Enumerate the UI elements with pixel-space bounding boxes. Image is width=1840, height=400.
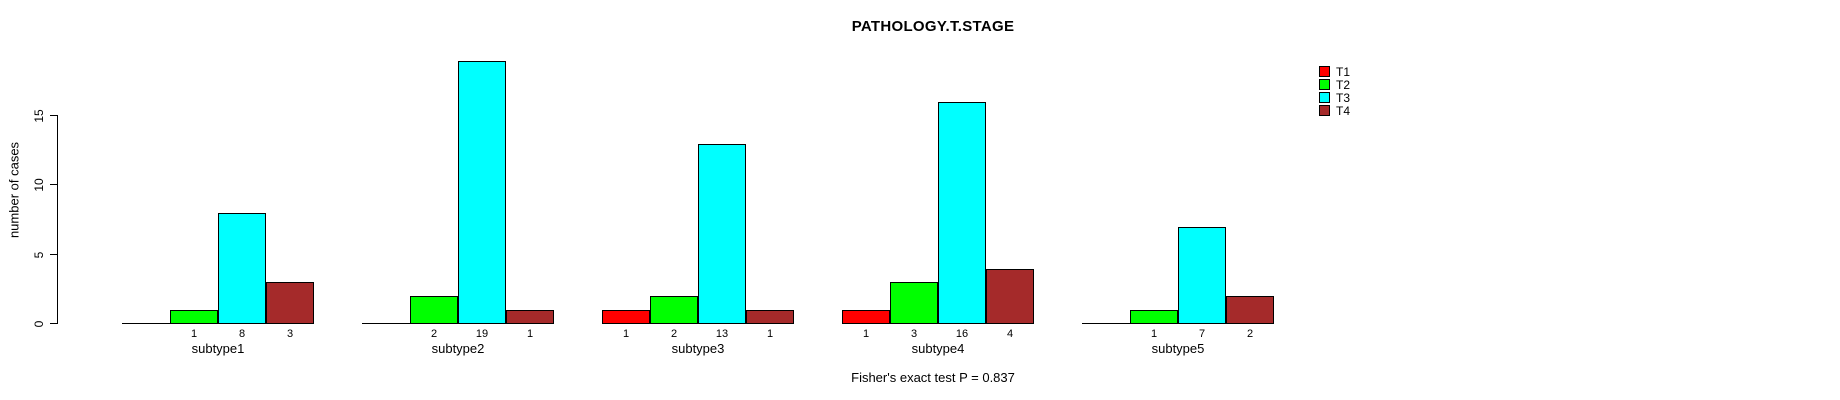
x-category-label: subtype2 — [431, 341, 485, 356]
y-axis-tick — [50, 184, 57, 185]
y-tick-label: 5 — [32, 251, 46, 259]
bar-value-label: 1 — [526, 328, 534, 340]
x-category-label: subtype4 — [911, 341, 965, 356]
bar-value-label: 13 — [715, 328, 729, 340]
bar-subtype3-T3 — [698, 144, 746, 324]
bar-value-label: 3 — [286, 328, 294, 340]
bar-subtype3-T1 — [602, 310, 650, 324]
bar-value-label: 4 — [1006, 328, 1014, 340]
y-tick-label: 10 — [32, 178, 46, 192]
bar-subtype4-T3 — [938, 102, 986, 324]
bar-value-label: 2 — [1246, 328, 1254, 340]
bar-value-label: 2 — [430, 328, 438, 340]
y-axis-tick — [50, 323, 57, 324]
bar-value-label: 7 — [1198, 328, 1206, 340]
bar-value-label: 1 — [766, 328, 774, 340]
bar-subtype3-T2 — [650, 296, 698, 324]
bar-value-label: 2 — [670, 328, 678, 340]
legend-swatch-T1 — [1319, 66, 1330, 77]
bar-subtype1-T2 — [170, 310, 218, 324]
bar-subtype4-T2 — [890, 282, 938, 324]
bar-subtype5-T2 — [1130, 310, 1178, 324]
legend-swatch-T4 — [1319, 105, 1330, 116]
bar-subtype1-T3 — [218, 213, 266, 324]
bar-subtype2-T2 — [410, 296, 458, 324]
y-axis-label: number of cases — [6, 141, 22, 239]
legend-swatch-T2 — [1319, 79, 1330, 90]
bar-subtype4-T1 — [842, 310, 890, 324]
y-axis-tick — [50, 254, 57, 255]
bar-value-label: 19 — [475, 328, 489, 340]
chart-title: PATHOLOGY.T.STAGE — [851, 18, 1015, 35]
bar-value-label: 16 — [955, 328, 969, 340]
bar-subtype3-T4 — [746, 310, 794, 324]
y-axis-tick — [50, 115, 57, 116]
legend-label-T4: T4 — [1336, 104, 1351, 118]
x-category-label: subtype3 — [671, 341, 725, 356]
bar-value-label: 8 — [238, 328, 246, 340]
bar-value-label: 1 — [622, 328, 630, 340]
bar-subtype2-T4 — [506, 310, 554, 324]
bar-subtype2-T3 — [458, 61, 506, 324]
x-category-label: subtype1 — [191, 341, 245, 356]
bar-subtype5-T4 — [1226, 296, 1274, 324]
y-tick-label: 15 — [32, 109, 46, 123]
bar-subtype5-T3 — [1178, 227, 1226, 324]
legend-swatch-T3 — [1319, 92, 1330, 103]
legend-label-T1: T1 — [1336, 65, 1351, 79]
fisher-test-annotation: Fisher's exact test P = 0.837 — [851, 370, 1015, 385]
bar-value-label: 1 — [862, 328, 870, 340]
bar-subtype4-T4 — [986, 269, 1034, 324]
legend-label-T3: T3 — [1336, 91, 1351, 105]
bar-value-label: 3 — [910, 328, 918, 340]
bar-value-label: 1 — [1150, 328, 1158, 340]
x-category-label: subtype5 — [1151, 341, 1205, 356]
y-tick-label: 0 — [32, 320, 46, 328]
bar-value-label: 1 — [190, 328, 198, 340]
y-axis-line — [57, 115, 58, 324]
bar-subtype1-T4 — [266, 282, 314, 324]
legend-label-T2: T2 — [1336, 78, 1351, 92]
